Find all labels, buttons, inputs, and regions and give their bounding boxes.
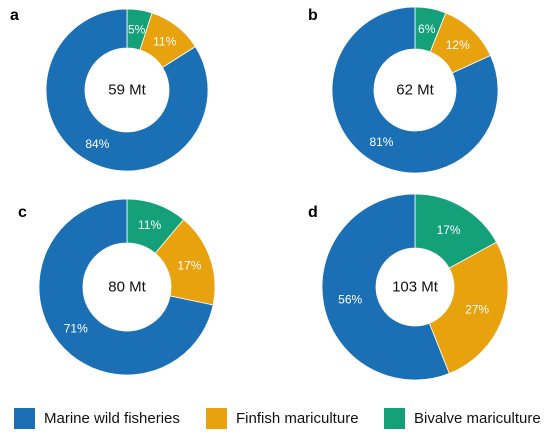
legend: Marine wild fisheries Finfish maricultur… <box>14 403 549 433</box>
slice-label-d-marine-wild-fisheries: 56% <box>338 292 362 306</box>
legend-swatch-bivalve-mariculture <box>384 407 405 429</box>
slice-d-marine-wild-fisheries <box>321 193 450 381</box>
legend-swatch-marine-wild-fisheries <box>14 407 35 429</box>
legend-swatch-finfish-mariculture <box>206 407 227 429</box>
legend-label-finfish-mariculture: Finfish mariculture <box>236 409 359 427</box>
slice-label-c-finfish-mariculture: 17% <box>177 258 201 272</box>
slice-label-c-bivalve-mariculture: 11% <box>138 218 161 232</box>
slice-label-b-bivalve-mariculture: 6% <box>418 22 436 36</box>
donut-charts: 5% 11% 84% 59 Mt a 6% 12% 81% 62 Mt b 11% 17% 71% 80 … <box>10 6 509 381</box>
center-label-c: 80 Mt <box>108 279 146 296</box>
panel-letter-a: a <box>10 7 19 24</box>
slice-d-finfish-mariculture <box>428 241 509 374</box>
legend-item-marine-wild-fisheries: Marine wild fisheries <box>14 403 180 433</box>
legend-label-marine-wild-fisheries: Marine wild fisheries <box>44 409 180 427</box>
slice-label-b-marine-wild-fisheries: 81% <box>369 135 393 149</box>
slice-label-a-marine-wild-fisheries: 84% <box>85 137 109 151</box>
donut-chart-c: 11% 17% 71% 80 Mt c <box>18 198 216 376</box>
panel-letter-b: b <box>308 7 318 24</box>
slice-b-marine-wild-fisheries <box>331 6 499 174</box>
slice-label-c-marine-wild-fisheries: 71% <box>64 322 88 336</box>
slice-c-marine-wild-fisheries <box>38 198 214 376</box>
center-label-b: 62 Mt <box>396 82 434 99</box>
donut-chart-a: 5% 11% 84% 59 Mt a <box>10 7 209 172</box>
donut-chart-b: 6% 12% 81% 62 Mt b <box>308 6 499 174</box>
slice-label-d-finfish-mariculture: 27% <box>465 302 489 316</box>
center-label-a: 59 Mt <box>108 82 146 99</box>
legend-label-bivalve-mariculture: Bivalve mariculture <box>414 409 541 427</box>
slice-a-marine-wild-fisheries <box>45 8 209 172</box>
slice-label-b-finfish-mariculture: 12% <box>446 38 470 52</box>
slice-label-a-bivalve-mariculture: 5% <box>128 22 146 36</box>
legend-item-finfish-mariculture: Finfish mariculture <box>206 403 359 433</box>
legend-item-bivalve-mariculture: Bivalve mariculture <box>384 403 541 433</box>
slice-label-a-finfish-mariculture: 11% <box>153 34 176 48</box>
center-label-d: 103 Mt <box>392 279 439 296</box>
slice-label-d-bivalve-mariculture: 17% <box>437 223 461 237</box>
panel-letter-c: c <box>18 204 27 221</box>
donut-chart-d: 17% 27% 56% 103 Mt d <box>308 193 509 381</box>
panel-letter-d: d <box>308 204 318 221</box>
